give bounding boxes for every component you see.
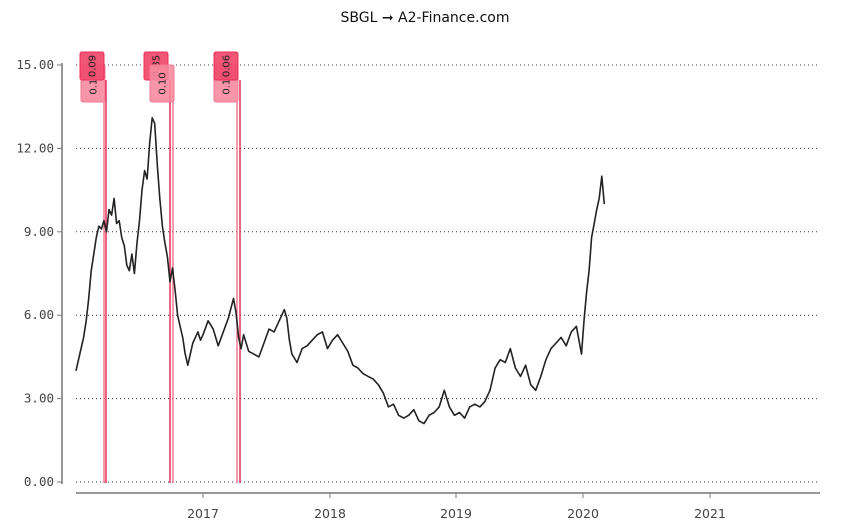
dividend-label-text: 0.10 bbox=[222, 72, 233, 94]
x-tick-label: 2020 bbox=[567, 506, 599, 521]
y-tick-label: 6.00 bbox=[24, 307, 54, 322]
dividend-label-text: 0.14 bbox=[89, 72, 100, 94]
dividend-label-text: 0.09 bbox=[88, 55, 99, 77]
x-axis: 2017 2018 2019 2020 2021 bbox=[76, 492, 820, 521]
x-tick-label: 2017 bbox=[187, 506, 219, 521]
y-tick-label: 3.00 bbox=[24, 391, 54, 406]
price-line bbox=[75, 117, 606, 425]
dividend-label-text: 0.06 bbox=[222, 55, 233, 77]
x-tick-label: 2019 bbox=[440, 506, 472, 521]
dividend-label-box bbox=[149, 64, 175, 103]
dividend-markers: 0.140.090.850.100.100.06 bbox=[79, 51, 241, 483]
y-tick-label: 9.00 bbox=[24, 224, 54, 239]
y-axis: 0.00 3.00 6.00 9.00 12.00 15.00 bbox=[16, 57, 63, 489]
dividend-label-box bbox=[79, 51, 105, 81]
dividend-label: 0.09 bbox=[79, 51, 105, 81]
x-tick-label: 2018 bbox=[314, 506, 346, 521]
dividend-label-box bbox=[213, 51, 239, 81]
dividend-label: 0.06 bbox=[213, 51, 239, 81]
y-tick-label: 12.00 bbox=[16, 140, 54, 155]
x-tick-label: 2021 bbox=[694, 506, 726, 521]
y-tick-label: 0.00 bbox=[24, 474, 54, 489]
dividend-label: 0.10 bbox=[149, 64, 175, 103]
chart-title: SBGL ➞ A2-Finance.com bbox=[340, 10, 510, 26]
gridlines bbox=[76, 64, 820, 483]
dividend-label-text: 0.10 bbox=[158, 72, 169, 94]
y-tick-label: 15.00 bbox=[16, 57, 54, 72]
